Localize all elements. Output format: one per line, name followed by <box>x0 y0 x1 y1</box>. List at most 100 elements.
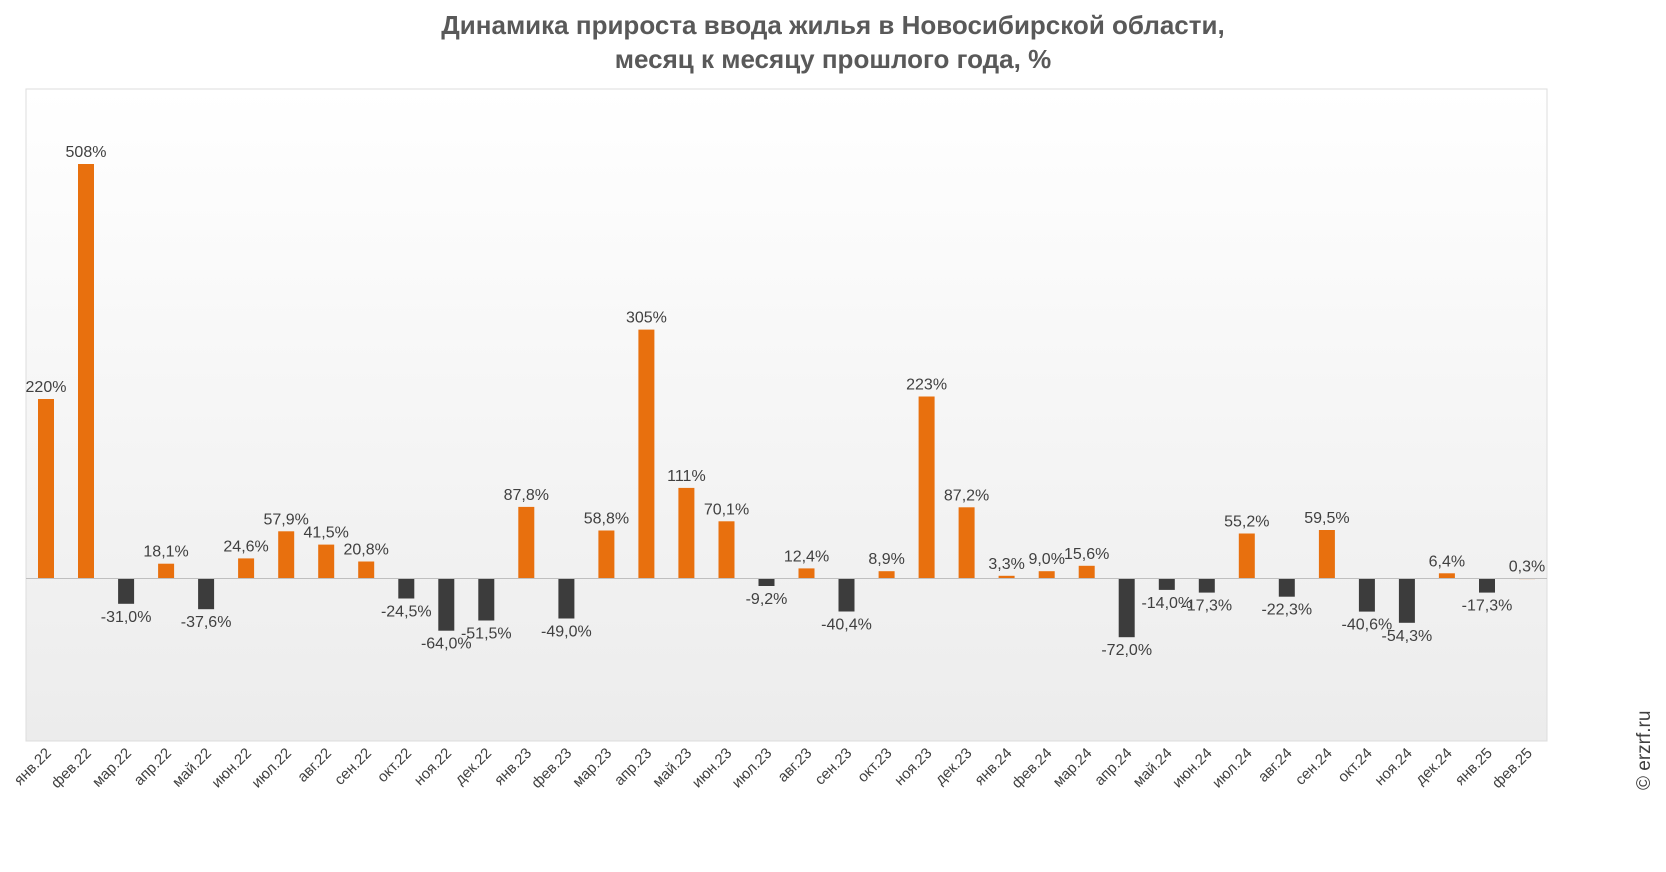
x-tick-label-4: май.22 <box>169 745 215 791</box>
bar-1 <box>78 164 94 579</box>
bar-11 <box>478 578 495 621</box>
data-label-10: -64,0% <box>421 636 472 653</box>
data-label-24: 3,3% <box>988 556 1024 573</box>
bar-3 <box>158 563 175 579</box>
x-tick-label-11: дек.22 <box>452 745 495 788</box>
x-tick-label-10: ноя.22 <box>411 745 455 789</box>
bar-23 <box>958 507 975 579</box>
bar-30 <box>1238 533 1255 579</box>
data-label-8: 20,8% <box>344 542 389 559</box>
bar-12 <box>518 506 535 579</box>
bar-19 <box>798 568 815 579</box>
bar-27 <box>1118 578 1135 638</box>
data-label-13: -49,0% <box>541 624 592 641</box>
chart-title-line1: Динамика прироста ввода жилья в Новосиби… <box>441 10 1225 40</box>
x-tick-label-30: июл.24 <box>1209 745 1256 792</box>
data-label-7: 41,5% <box>304 525 349 542</box>
data-label-33: -40,6% <box>1342 617 1393 634</box>
data-label-29: -17,3% <box>1181 598 1232 615</box>
x-tick-label-32: сен.24 <box>1292 745 1336 789</box>
data-label-1: 508% <box>66 144 107 161</box>
x-tick-label-6: июл.22 <box>248 745 295 792</box>
bar-25 <box>1038 571 1055 579</box>
x-tick-label-34: ноя.24 <box>1371 745 1415 789</box>
x-tick-label-16: май.23 <box>649 745 695 791</box>
x-tick-label-20: сен.23 <box>811 745 855 789</box>
data-label-0: 220% <box>26 379 67 396</box>
data-label-2: -31,0% <box>101 609 152 626</box>
bar-14 <box>598 530 615 579</box>
x-tick-label-12: янв.23 <box>491 745 535 789</box>
x-tick-label-28: май.24 <box>1130 745 1176 791</box>
x-tick-label-35: дек.24 <box>1412 745 1455 788</box>
x-tick-label-29: июн.24 <box>1169 745 1216 792</box>
x-tick-label-15: апр.23 <box>611 745 655 789</box>
bar-6 <box>278 531 295 579</box>
bar-22 <box>918 396 935 579</box>
bar-32 <box>1318 530 1335 579</box>
x-tick-label-26: мар.24 <box>1050 745 1096 791</box>
x-tick-label-27: апр.24 <box>1091 745 1135 789</box>
chart-title-line2: месяц к месяцу прошлого года, % <box>614 44 1052 74</box>
bar-34 <box>1398 578 1415 623</box>
x-tick-label-14: мар.23 <box>569 745 615 791</box>
data-label-9: -24,5% <box>381 604 432 621</box>
data-label-31: -22,3% <box>1261 602 1312 619</box>
data-label-26: 15,6% <box>1064 546 1109 563</box>
x-tick-label-3: апр.22 <box>131 745 175 789</box>
bar-16 <box>678 487 695 579</box>
data-label-4: -37,6% <box>181 614 232 631</box>
x-tick-label-9: окт.22 <box>374 745 415 786</box>
bar-15 <box>638 329 655 579</box>
bar-7 <box>318 544 335 579</box>
data-label-23: 87,2% <box>944 487 989 504</box>
data-label-14: 58,8% <box>584 511 629 528</box>
data-label-25: 9,0% <box>1028 551 1064 568</box>
x-tick-label-25: фев.24 <box>1008 745 1055 792</box>
bar-series <box>38 164 1535 638</box>
plot-area <box>25 88 1548 742</box>
x-tick-label-23: дек.23 <box>932 745 975 788</box>
data-label-27: -72,0% <box>1101 642 1152 659</box>
bar-18 <box>758 578 775 586</box>
data-label-6: 57,9% <box>264 511 309 528</box>
data-label-12: 87,8% <box>504 487 549 504</box>
x-axis-tick-labels: янв.22фев.22мар.22апр.22май.22июн.22июл.… <box>11 745 1536 792</box>
data-label-16: 111% <box>667 468 706 485</box>
bar-35 <box>1438 573 1455 579</box>
bar-31 <box>1278 578 1295 597</box>
data-label-34: -54,3% <box>1382 628 1433 645</box>
x-tick-label-5: июн.22 <box>208 745 255 792</box>
bar-8 <box>358 561 375 579</box>
bar-21 <box>878 571 895 579</box>
x-tick-label-19: авг.23 <box>774 745 815 786</box>
x-tick-label-21: окт.23 <box>854 745 895 786</box>
bar-20 <box>838 578 855 612</box>
data-label-15: 305% <box>626 310 667 327</box>
bar-29 <box>1198 578 1215 593</box>
x-tick-label-17: июн.23 <box>689 745 736 792</box>
x-tick-label-8: сен.22 <box>331 745 375 789</box>
bar-33 <box>1358 578 1375 612</box>
data-label-30: 55,2% <box>1224 514 1269 531</box>
bar-4 <box>198 578 215 610</box>
data-label-21: 8,9% <box>868 551 904 568</box>
x-tick-label-37: фев.25 <box>1489 745 1536 792</box>
data-label-3: 18,1% <box>143 544 188 561</box>
x-tick-label-31: авг.24 <box>1255 745 1296 786</box>
bar-0 <box>38 399 54 579</box>
data-label-32: 59,5% <box>1304 510 1349 527</box>
data-label-28: -14,0% <box>1141 595 1192 612</box>
data-label-5: 24,6% <box>223 538 268 555</box>
data-label-18: -9,2% <box>746 591 788 608</box>
bar-17 <box>718 521 735 579</box>
data-label-17: 70,1% <box>704 501 749 518</box>
bar-36 <box>1479 578 1495 593</box>
source-credit: © erzrf.ru <box>1634 710 1655 790</box>
x-tick-label-36: янв.25 <box>1452 745 1496 789</box>
data-label-20: -40,4% <box>821 617 872 634</box>
x-tick-label-33: окт.24 <box>1335 745 1376 786</box>
x-tick-label-18: июл.23 <box>729 745 776 792</box>
bar-10 <box>438 578 455 631</box>
